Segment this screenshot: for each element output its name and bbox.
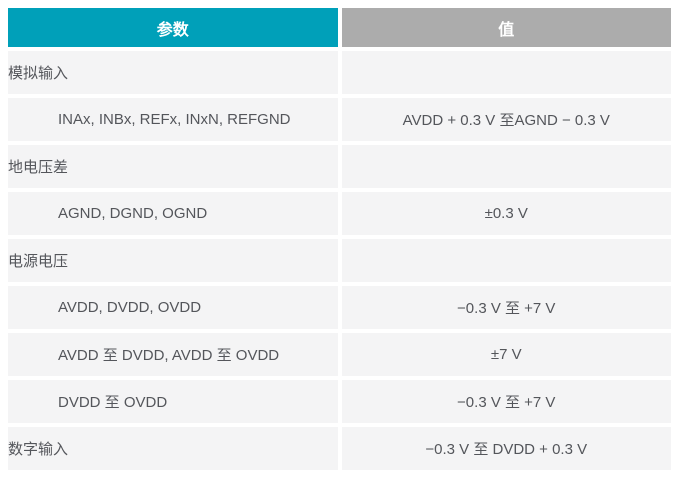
param-cell: 电源电压: [8, 239, 338, 282]
param-cell: 模拟输入: [8, 51, 338, 94]
value-cell: [341, 51, 671, 94]
table-row: AVDD 至 DVDD, AVDD 至 OVDD ±7 V: [8, 333, 671, 376]
value-cell: ±7 V: [341, 333, 671, 376]
param-cell: 地电压差: [8, 145, 338, 188]
param-cell: 数字输入: [8, 427, 338, 470]
value-cell: ±0.3 V: [341, 192, 671, 235]
param-cell: INAx, INBx, REFx, INxN, REFGND: [8, 98, 338, 141]
table-row: AVDD, DVDD, OVDD −0.3 V 至 +7 V: [8, 286, 671, 329]
table-row: INAx, INBx, REFx, INxN, REFGND AVDD + 0.…: [8, 98, 671, 141]
value-cell: [341, 239, 671, 282]
param-cell: AVDD, DVDD, OVDD: [8, 286, 338, 329]
table-row: 模拟输入: [8, 51, 671, 94]
table-body: 模拟输入 INAx, INBx, REFx, INxN, REFGND AVDD…: [8, 51, 671, 470]
value-cell: −0.3 V 至 +7 V: [341, 286, 671, 329]
column-header-parameter: 参数: [8, 8, 338, 47]
table-row: DVDD 至 OVDD −0.3 V 至 +7 V: [8, 380, 671, 423]
param-cell: DVDD 至 OVDD: [8, 380, 338, 423]
value-cell: −0.3 V 至 +7 V: [341, 380, 671, 423]
value-cell: AVDD + 0.3 V 至AGND − 0.3 V: [341, 98, 671, 141]
param-cell: AVDD 至 DVDD, AVDD 至 OVDD: [8, 333, 338, 376]
table-row: 地电压差: [8, 145, 671, 188]
param-cell: AGND, DGND, OGND: [8, 192, 338, 235]
table-row: AGND, DGND, OGND ±0.3 V: [8, 192, 671, 235]
table-row: 电源电压: [8, 239, 671, 282]
table-header: 参数 值: [8, 8, 671, 47]
spec-table: 参数 值 模拟输入 INAx, INBx, REFx, INxN, REFGND…: [4, 4, 675, 474]
header-row: 参数 值: [8, 8, 671, 47]
value-cell: −0.3 V 至 DVDD + 0.3 V: [341, 427, 671, 470]
column-header-value: 值: [341, 8, 671, 47]
value-cell: [341, 145, 671, 188]
table-row: 数字输入 −0.3 V 至 DVDD + 0.3 V: [8, 427, 671, 470]
